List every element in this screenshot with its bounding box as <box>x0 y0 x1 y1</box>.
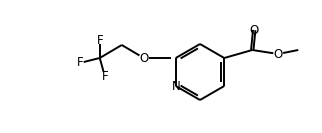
Text: F: F <box>96 34 103 47</box>
Text: O: O <box>139 51 148 65</box>
Text: O: O <box>250 24 259 36</box>
Text: N: N <box>171 80 180 92</box>
Text: F: F <box>101 70 108 82</box>
Text: F: F <box>76 57 83 70</box>
Text: O: O <box>274 47 283 61</box>
